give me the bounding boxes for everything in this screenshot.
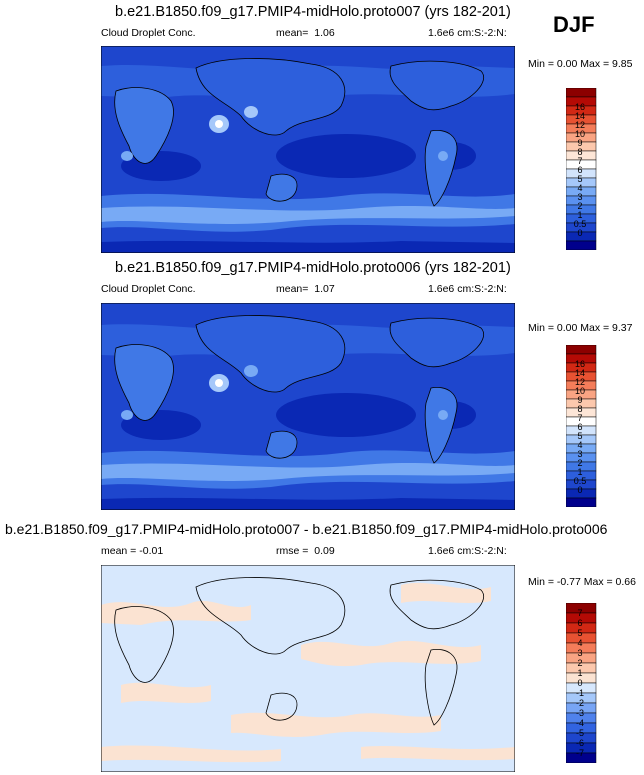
panel3-difference-map [101,565,515,772]
panel2-colorbar-tick: 3 [577,449,583,459]
panel1-colorbar-tick: 8 [577,147,583,157]
panel1-colorbar-tick: 5 [577,174,583,184]
panel2-colorbar-tick: 1 [577,467,583,477]
panel3-colorbar-tick: 2 [577,658,583,668]
panel3-units: 1.6e6 cm:S:-2:N: [428,545,507,557]
panel3-colorbar-tick: 6 [577,618,583,628]
panel2-colorbar-tick: 0 [577,485,583,495]
panel3-colorbar-tick: -1 [575,688,584,698]
panel3-colorbar-tick: -2 [575,698,584,708]
panel1-variable-label: Cloud Droplet Conc. [101,27,196,39]
panel2-units: 1.6e6 cm:S:-2:N: [428,283,507,295]
panel1-title: b.e21.B1850.f09_g17.PMIP4-midHolo.proto0… [115,4,511,20]
panel3-colorbar-tick: 5 [577,628,583,638]
panel3-title: b.e21.B1850.f09_g17.PMIP4-midHolo.proto0… [5,521,608,537]
panel1-mean-label: mean= 1.06 [276,27,335,39]
panel1-colorbar-tick: 4 [577,183,583,193]
panel2-colorbar-tick: 9 [577,395,583,405]
panel3-colorbar-tick: 1 [577,668,583,678]
panel2-title: b.e21.B1850.f09_g17.PMIP4-midHolo.proto0… [115,260,511,276]
panel3-colorbar-tick: 7 [577,608,583,618]
panel2-colorbar-tick: 16 [574,359,585,369]
panel3-colorbar-tick: 0 [577,678,583,688]
panel3-colorbar-tick: 3 [577,648,583,658]
panel2-min-max: Min = 0.00 Max = 9.37 [528,322,633,334]
panel1-units: 1.6e6 cm:S:-2:N: [428,27,507,39]
panel1-colorbar-tick: 6 [577,165,583,175]
panel1-mean-value: 1.06 [314,27,335,39]
panel3-colorbar-tick: -3 [575,708,584,718]
panel2-colorbar-tick: 8 [577,404,583,414]
panel3-colorbar-tick: 4 [577,638,583,648]
panel2-colorbar-tick: 2 [577,458,583,468]
panel2-colorbar [565,344,636,512]
panel2-colorbar-tick: 14 [574,368,585,378]
panel1-colorbar-tick: 16 [574,102,585,112]
panel3-colorbar-tick: -4 [575,718,584,728]
panel1-colorbar-tick: 12 [574,120,585,130]
panel3-rmse-label: rmse = 0.09 [276,545,335,557]
panel2-variable-label: Cloud Droplet Conc. [101,283,196,295]
panel2-colorbar-tick: 4 [577,440,583,450]
panel3-rmse-value: 0.09 [314,545,335,557]
panel1-min-max: Min = 0.00 Max = 9.85 [528,58,633,70]
panel1-colorbar-tick: 7 [577,156,583,166]
panel2-colorbar-tick: 0.5 [573,476,587,486]
panel1-colorbar-tick: 1 [577,210,583,220]
panel2-colorbar-tick: 12 [574,377,585,387]
panel2-mean-value: 1.07 [314,283,335,295]
panel3-min-max: Min = -0.77 Max = 0.66 [528,576,636,588]
panel2-colorbar-tick: 6 [577,422,583,432]
panel3-colorbar-tick: -7 [575,748,584,758]
panel1-colorbar-tick: 0.5 [573,219,587,229]
panel2-colorbar-tick: 7 [577,413,583,423]
panel1-map [101,46,515,253]
panel3-colorbar [565,602,636,768]
panel1-colorbar [565,87,636,255]
panel2-colorbar-tick: 10 [574,386,585,396]
panel2-map [101,303,515,510]
panel3-colorbar-tick: -5 [575,728,584,738]
panel2-mean-label: mean= 1.07 [276,283,335,295]
panel3-colorbar-tick: -6 [575,738,584,748]
season-label: DJF [553,12,595,37]
panel1-colorbar-tick: 14 [574,111,585,121]
panel1-colorbar-tick: 2 [577,201,583,211]
panel1-colorbar-tick: 3 [577,192,583,202]
panel2-colorbar-tick: 5 [577,431,583,441]
panel1-colorbar-tick: 0 [577,228,583,238]
panel3-mean-label: mean = -0.01 [101,545,164,557]
panel1-colorbar-tick: 9 [577,138,583,148]
panel1-colorbar-tick: 10 [574,129,585,139]
